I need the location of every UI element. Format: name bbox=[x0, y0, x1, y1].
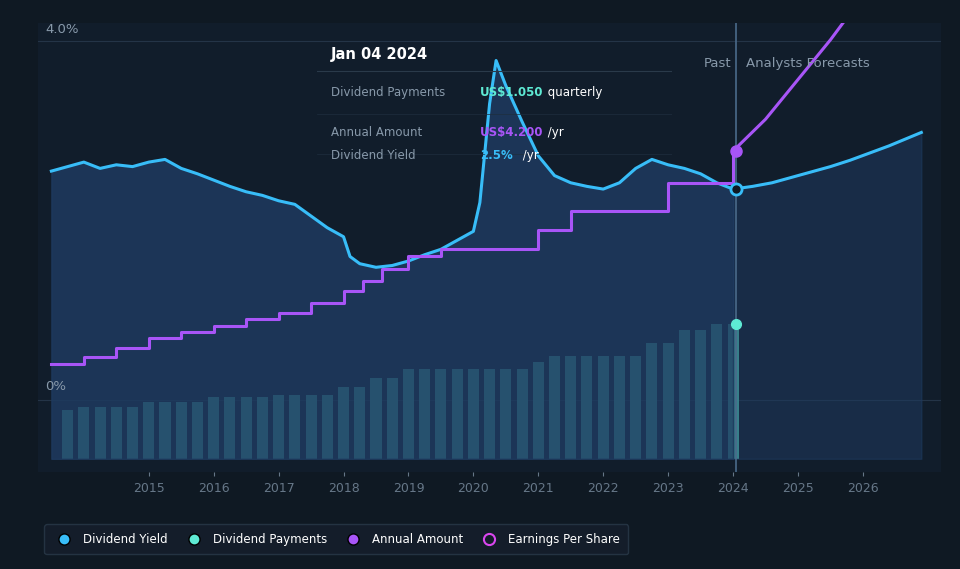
Bar bbox=[110, 407, 122, 459]
Bar bbox=[484, 369, 495, 459]
Text: /yr: /yr bbox=[544, 126, 564, 139]
Bar bbox=[582, 356, 592, 459]
Bar bbox=[420, 369, 430, 459]
Bar bbox=[159, 402, 171, 459]
Bar bbox=[241, 397, 252, 459]
Bar bbox=[192, 402, 203, 459]
Bar bbox=[728, 324, 738, 459]
Bar bbox=[533, 362, 543, 459]
Bar bbox=[695, 331, 707, 459]
Bar bbox=[451, 369, 463, 459]
Bar bbox=[127, 407, 138, 459]
Text: 2.5%: 2.5% bbox=[480, 149, 513, 162]
Bar bbox=[354, 387, 365, 459]
Bar bbox=[679, 331, 690, 459]
Bar bbox=[403, 369, 414, 459]
Bar bbox=[371, 378, 381, 459]
Bar bbox=[614, 356, 625, 459]
Bar bbox=[549, 356, 560, 459]
Text: US$4.200: US$4.200 bbox=[480, 126, 543, 139]
Bar bbox=[662, 343, 674, 459]
Bar bbox=[273, 394, 284, 459]
Bar bbox=[436, 369, 446, 459]
Bar bbox=[387, 378, 397, 459]
Text: Past: Past bbox=[704, 57, 732, 70]
Bar bbox=[62, 410, 73, 459]
Bar bbox=[598, 356, 609, 459]
Bar bbox=[289, 394, 300, 459]
Text: 4.0%: 4.0% bbox=[45, 23, 79, 36]
Bar bbox=[516, 369, 528, 459]
Text: /yr: /yr bbox=[519, 149, 539, 162]
Bar bbox=[322, 394, 333, 459]
Bar bbox=[500, 369, 512, 459]
Bar bbox=[143, 402, 155, 459]
Bar bbox=[305, 394, 317, 459]
Bar bbox=[468, 369, 479, 459]
Bar bbox=[208, 397, 219, 459]
Bar bbox=[225, 397, 235, 459]
Bar bbox=[711, 324, 722, 459]
Bar bbox=[630, 356, 641, 459]
Bar bbox=[565, 356, 576, 459]
Bar bbox=[338, 387, 349, 459]
Bar bbox=[79, 407, 89, 459]
Legend: Dividend Yield, Dividend Payments, Annual Amount, Earnings Per Share: Dividend Yield, Dividend Payments, Annua… bbox=[44, 525, 628, 554]
Bar bbox=[176, 402, 187, 459]
Text: Dividend Yield: Dividend Yield bbox=[331, 149, 416, 162]
Text: Analysts Forecasts: Analysts Forecasts bbox=[746, 57, 870, 70]
Bar bbox=[257, 397, 268, 459]
Bar bbox=[646, 343, 658, 459]
Bar bbox=[94, 407, 106, 459]
Text: Annual Amount: Annual Amount bbox=[331, 126, 422, 139]
Text: quarterly: quarterly bbox=[544, 86, 603, 99]
Text: US$1.050: US$1.050 bbox=[480, 86, 543, 99]
Text: Jan 04 2024: Jan 04 2024 bbox=[331, 47, 428, 61]
Text: Dividend Payments: Dividend Payments bbox=[331, 86, 445, 99]
Text: 0%: 0% bbox=[45, 380, 66, 393]
